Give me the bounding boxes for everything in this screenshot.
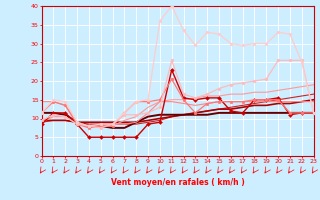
X-axis label: Vent moyen/en rafales ( km/h ): Vent moyen/en rafales ( km/h ) bbox=[111, 178, 244, 187]
